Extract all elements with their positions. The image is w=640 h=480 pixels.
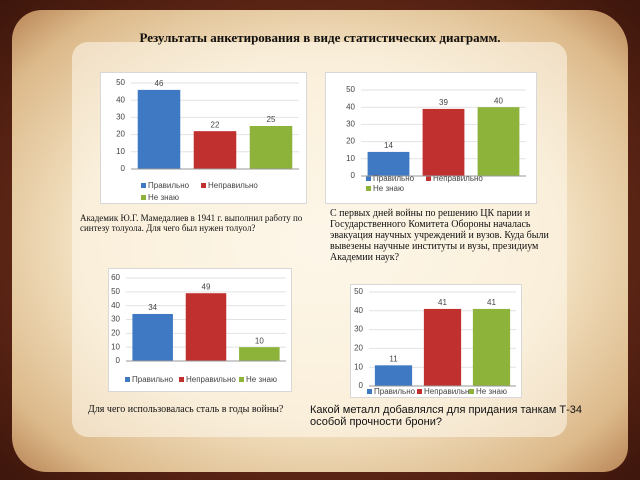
y-tick-label: 50 [354,287,363,296]
question-caption: Академик Ю.Г. Мамедалиев в 1941 г. выпол… [80,213,303,233]
y-tick-label: 40 [354,306,363,315]
y-tick-label: 50 [111,287,120,296]
legend-swatch [426,176,431,181]
y-tick-label: 0 [116,356,121,365]
bar [249,126,293,169]
y-tick-label: 20 [111,328,120,337]
legend-label: Не знаю [373,184,404,193]
legend-swatch [417,389,422,394]
legend-swatch [141,195,146,200]
data-label: 41 [438,298,447,307]
data-label: 41 [487,298,496,307]
legend-label: Правильно [132,375,174,384]
y-tick-label: 40 [111,301,120,310]
legend-swatch [201,183,206,188]
legend-label: Не знаю [476,387,507,396]
bar [477,107,520,176]
y-tick-label: 0 [121,164,126,173]
question-caption: С первых дней войны по решению ЦК парии … [330,208,549,263]
chart: 0 10 20 30 40 50 14 Правильно 39 Неправильно 40 Не … [325,72,537,204]
chart: 0 10 20 30 40 50 46 Правильно 22 Неправильно 25 Не … [100,72,307,204]
bar [137,89,181,169]
legend-swatch [141,183,146,188]
legend-swatch [125,377,130,382]
y-tick-label: 10 [346,154,355,163]
chart: 0 10 20 30 40 50 60 34 Правильно 49 Неправильно 10 Н… [108,268,292,392]
bar [472,308,511,386]
legend-label: Правильно [148,181,190,190]
data-label: 49 [202,282,211,291]
data-label: 46 [155,79,164,88]
bar [423,308,462,386]
chart: 0 10 20 30 40 50 11 Правильно 41 Неправильно 41 Не … [350,284,522,398]
y-tick-label: 40 [346,102,355,111]
data-label: 11 [389,354,398,363]
data-label: 10 [255,336,264,345]
y-tick-label: 20 [116,130,125,139]
legend-label: Неправильно [424,387,474,396]
data-label: 39 [439,98,448,107]
bar [367,151,410,176]
y-tick-label: 40 [116,95,125,104]
bar [239,347,280,361]
bar [193,131,237,169]
legend-label: Неправильно [433,174,483,183]
legend-swatch [367,389,372,394]
y-tick-label: 50 [346,85,355,94]
y-tick-label: 10 [116,147,125,156]
slide-title: Результаты анкетирования в виде статисти… [139,30,501,45]
y-tick-label: 60 [111,273,120,282]
data-label: 25 [267,115,276,124]
data-label: 22 [211,120,220,129]
data-label: 14 [384,141,393,150]
y-tick-label: 50 [116,78,125,87]
legend-label: Правильно [373,174,415,183]
question-caption: Какой металл добавлялся для придания тан… [310,404,582,428]
y-tick-label: 30 [111,315,120,324]
y-tick-label: 10 [111,342,120,351]
bar [422,108,465,176]
question-caption: Для чего использовалась сталь в годы вой… [88,404,284,415]
legend-label: Неправильно [186,375,236,384]
y-tick-label: 30 [354,325,363,334]
legend-swatch [366,176,371,181]
data-label: 34 [148,303,157,312]
legend-label: Не знаю [246,375,277,384]
legend-label: Неправильно [208,181,258,190]
y-tick-label: 10 [354,362,363,371]
legend-swatch [366,186,371,191]
y-tick-label: 0 [351,171,356,180]
legend-swatch [179,377,184,382]
y-tick-label: 20 [354,344,363,353]
y-tick-label: 30 [346,120,355,129]
y-tick-label: 30 [116,113,125,122]
bar [132,313,173,361]
y-tick-label: 20 [346,137,355,146]
y-tick-label: 0 [359,381,364,390]
bar [374,365,413,386]
bar [185,293,227,361]
legend-label: Не знаю [148,193,179,202]
legend-label: Правильно [374,387,416,396]
legend-swatch [469,389,474,394]
data-label: 40 [494,96,503,105]
legend-swatch [239,377,244,382]
